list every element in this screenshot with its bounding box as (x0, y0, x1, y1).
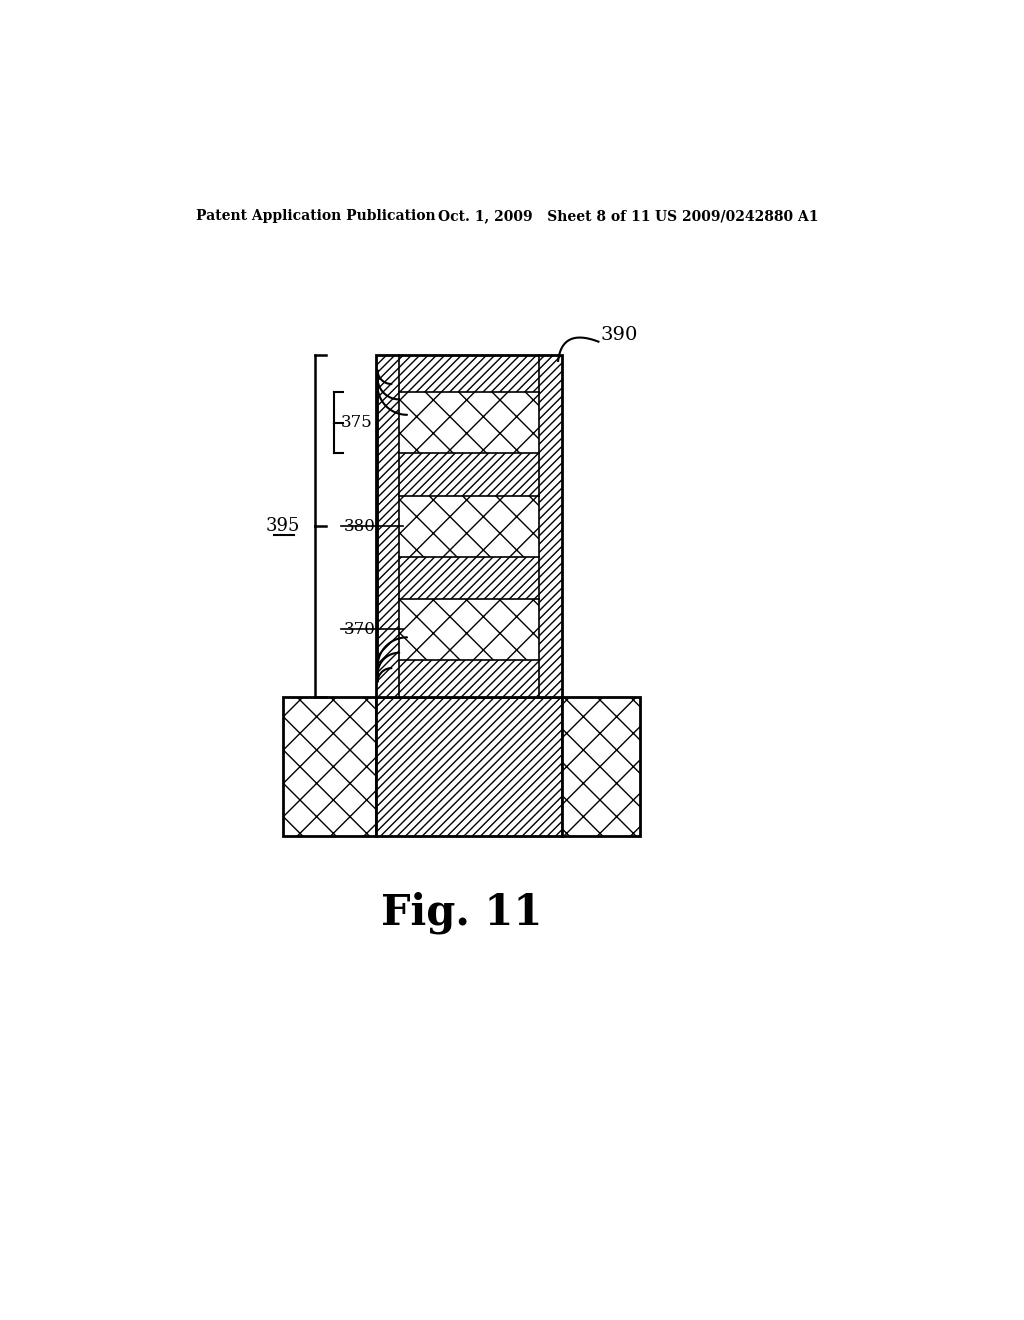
Text: 380: 380 (343, 517, 376, 535)
Bar (399, 453, 539, 495)
Bar (283, 697, 376, 836)
Bar (399, 392, 539, 453)
Bar (376, 355, 399, 697)
Bar (399, 495, 539, 557)
Bar (399, 557, 539, 599)
Bar (539, 355, 562, 697)
Text: US 2009/0242880 A1: US 2009/0242880 A1 (655, 209, 818, 223)
Text: Patent Application Publication: Patent Application Publication (197, 209, 436, 223)
Bar (376, 355, 562, 697)
Bar (376, 697, 562, 836)
Text: 390: 390 (601, 326, 638, 345)
Bar (562, 697, 640, 836)
Text: 370: 370 (343, 620, 376, 638)
Bar (399, 599, 539, 660)
Text: 395: 395 (266, 517, 300, 535)
Bar (399, 355, 539, 392)
Text: Oct. 1, 2009   Sheet 8 of 11: Oct. 1, 2009 Sheet 8 of 11 (438, 209, 650, 223)
Text: 375: 375 (340, 414, 372, 432)
Bar (399, 660, 539, 697)
Text: Fig. 11: Fig. 11 (381, 892, 542, 935)
